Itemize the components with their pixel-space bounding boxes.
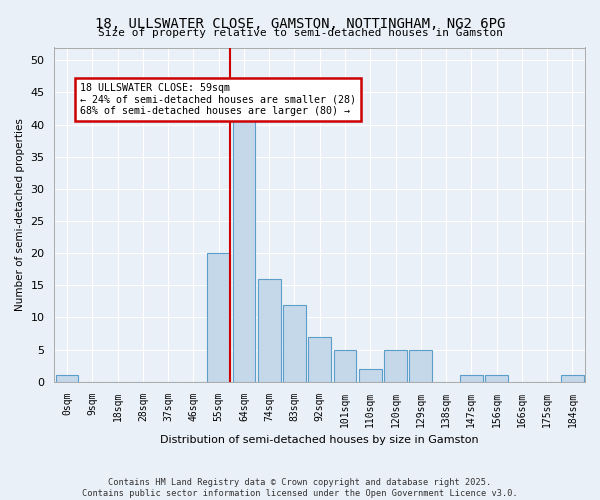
X-axis label: Distribution of semi-detached houses by size in Gamston: Distribution of semi-detached houses by … — [160, 435, 479, 445]
Text: 18, ULLSWATER CLOSE, GAMSTON, NOTTINGHAM, NG2 6PG: 18, ULLSWATER CLOSE, GAMSTON, NOTTINGHAM… — [95, 18, 505, 32]
Bar — [207, 253, 230, 382]
Bar — [258, 279, 281, 382]
Bar — [460, 376, 482, 382]
Bar — [308, 336, 331, 382]
Text: 18 ULLSWATER CLOSE: 59sqm
← 24% of semi-detached houses are smaller (28)
68% of : 18 ULLSWATER CLOSE: 59sqm ← 24% of semi-… — [80, 83, 356, 116]
Bar — [56, 376, 79, 382]
Bar — [384, 350, 407, 382]
Text: Size of property relative to semi-detached houses in Gamston: Size of property relative to semi-detach… — [97, 28, 503, 38]
Bar — [359, 369, 382, 382]
Bar — [233, 112, 255, 382]
Bar — [485, 376, 508, 382]
Y-axis label: Number of semi-detached properties: Number of semi-detached properties — [15, 118, 25, 311]
Bar — [334, 350, 356, 382]
Bar — [409, 350, 432, 382]
Bar — [561, 376, 584, 382]
Bar — [283, 304, 306, 382]
Text: Contains HM Land Registry data © Crown copyright and database right 2025.
Contai: Contains HM Land Registry data © Crown c… — [82, 478, 518, 498]
